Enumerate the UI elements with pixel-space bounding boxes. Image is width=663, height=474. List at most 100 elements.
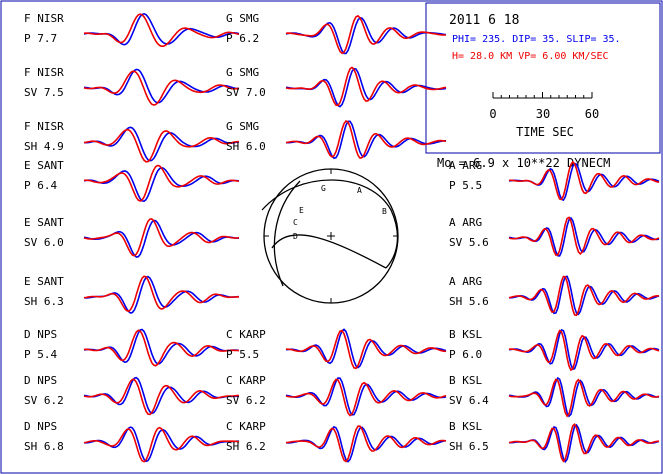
panel-d-nps-p: D NPS P 5.4 <box>24 328 240 367</box>
synthetic-trace <box>508 275 660 317</box>
component-value-label: SH 6.0 <box>226 140 266 153</box>
time-scale-bar <box>492 92 593 99</box>
panel-d-nps-sh: D NPS SH 6.8 <box>24 420 240 463</box>
scale-label: TIME SEC <box>516 125 574 139</box>
observed-trace <box>285 425 447 463</box>
station-label: D NPS <box>24 374 57 387</box>
component-value-label: SH 6.3 <box>24 295 64 308</box>
component-value-label: SV 6.4 <box>449 394 489 407</box>
synthetic-trace <box>509 160 660 201</box>
component-value-label: SV 5.6 <box>449 236 489 249</box>
component-value-label: SH 5.6 <box>449 295 489 308</box>
component-value-label: SV 7.5 <box>24 86 64 99</box>
panel-f-nisr-sh: F NISR SH 4.9 <box>24 120 240 163</box>
station-label: D NPS <box>24 420 57 433</box>
station-label: A ARG <box>449 275 482 288</box>
observed-trace <box>83 328 240 365</box>
component-value-label: SH 6.8 <box>24 440 64 453</box>
synthetic-trace <box>508 423 660 463</box>
panel-g-smg-p: G SMG P 6.2 <box>226 12 447 55</box>
seismic-moment: Mo = 6.9 x 10**22 DYNECM <box>437 156 610 170</box>
station-label: G SMG <box>226 66 259 79</box>
nodal-plane-3 <box>273 180 301 287</box>
scale-tick-30: 30 <box>536 107 550 121</box>
station-mark-a: A <box>357 186 362 195</box>
synthetic-trace <box>285 66 447 107</box>
synthetic-trace <box>83 275 240 313</box>
station-label: B KSL <box>449 374 482 387</box>
synthetic-trace <box>285 119 447 159</box>
synthetic-trace <box>83 164 240 202</box>
header-frame <box>425 2 661 154</box>
panel-c-karp-sv: C KARP SV 6.2 <box>226 374 447 417</box>
waveform-panels: F NISR P 7.7 F NISR SV 7.5 F NISR SH 4.9 E SAN… <box>24 12 660 464</box>
component-value-label: P 6.2 <box>226 32 259 45</box>
panel-a-arg-sv: A ARG SV 5.6 <box>449 216 660 257</box>
panel-e-sant-sh: E SANT SH 6.3 <box>24 275 240 314</box>
synthetic-trace <box>285 378 447 417</box>
component-value-label: P 6.0 <box>449 348 482 361</box>
station-label: A ARG <box>449 216 482 229</box>
station-label: C KARP <box>226 420 266 433</box>
component-value-label: SV 6.0 <box>24 236 64 249</box>
component-value-label: SV 6.2 <box>24 394 64 407</box>
panel-e-sant-p: E SANT P 6.4 <box>24 159 240 203</box>
scale-tick-60: 60 <box>585 107 599 121</box>
panel-b-ksl-p: B KSL P 6.0 <box>449 328 660 372</box>
synthetic-trace <box>285 14 446 55</box>
synthetic-trace <box>83 128 239 163</box>
component-value-label: SV 7.0 <box>226 86 266 99</box>
station-mark-d: D <box>293 232 298 241</box>
event-date: 2011 6 18 <box>449 13 519 28</box>
panel-b-ksl-sv: B KSL SV 6.4 <box>449 374 660 418</box>
observed-trace <box>509 423 660 464</box>
station-label: B KSL <box>449 328 482 341</box>
observed-trace <box>83 12 240 46</box>
station-label: F NISR <box>24 120 64 133</box>
nodal-plane-1 <box>261 179 399 269</box>
station-label: C KARP <box>226 374 266 387</box>
observed-trace <box>83 126 240 162</box>
focal-mechanism: G A B CD E <box>261 168 399 304</box>
station-mark-e: E <box>299 206 304 215</box>
panel-g-smg-sh: G SMG SH 6.0 <box>226 119 447 160</box>
component-value-label: P 6.4 <box>24 179 57 192</box>
synthetic-trace <box>508 329 660 372</box>
panel-a-arg-sh: A ARG SH 5.6 <box>449 275 660 317</box>
depth-velocity: H= 28.0 KM VP= 6.00 KM/SEC <box>452 51 609 62</box>
station-label: E SANT <box>24 275 64 288</box>
component-value-label: P 5.5 <box>449 179 482 192</box>
component-value-label: SV 6.2 <box>226 394 266 407</box>
station-label: G SMG <box>226 12 259 25</box>
component-value-label: SH 6.2 <box>226 440 266 453</box>
station-label: E SANT <box>24 216 64 229</box>
synthetic-trace <box>83 426 240 463</box>
panel-f-nisr-sv: F NISR SV 7.5 <box>24 66 240 106</box>
scale-tick-0: 0 <box>489 107 496 121</box>
panel-c-karp-sh: C KARP SH 6.2 <box>226 420 447 463</box>
observed-trace <box>285 328 447 369</box>
source-params: PHI= 235. DIP= 35. SLIP= 35. <box>452 34 621 45</box>
component-value-label: SH 4.9 <box>24 140 64 153</box>
observed-trace <box>83 376 240 415</box>
synthetic-trace <box>83 218 240 257</box>
synthetic-trace <box>83 329 240 367</box>
panel-d-nps-sv: D NPS SV 6.2 <box>24 374 240 416</box>
panel-e-sant-sv: E SANT SV 6.0 <box>24 216 240 258</box>
station-mark-b: B <box>382 207 387 216</box>
synthetic-trace <box>83 378 240 416</box>
panel-b-ksl-sh: B KSL SH 6.5 <box>449 420 660 464</box>
synthetic-trace <box>508 378 660 418</box>
synthetic-trace <box>285 425 447 463</box>
station-label: G SMG <box>226 120 259 133</box>
observed-trace <box>285 120 446 160</box>
component-value-label: SH 6.5 <box>449 440 489 453</box>
station-label: A ARG <box>449 159 482 172</box>
observed-trace <box>83 68 239 104</box>
observed-trace <box>285 16 447 55</box>
station-label: F NISR <box>24 12 64 25</box>
component-value-label: P 7.7 <box>24 32 57 45</box>
